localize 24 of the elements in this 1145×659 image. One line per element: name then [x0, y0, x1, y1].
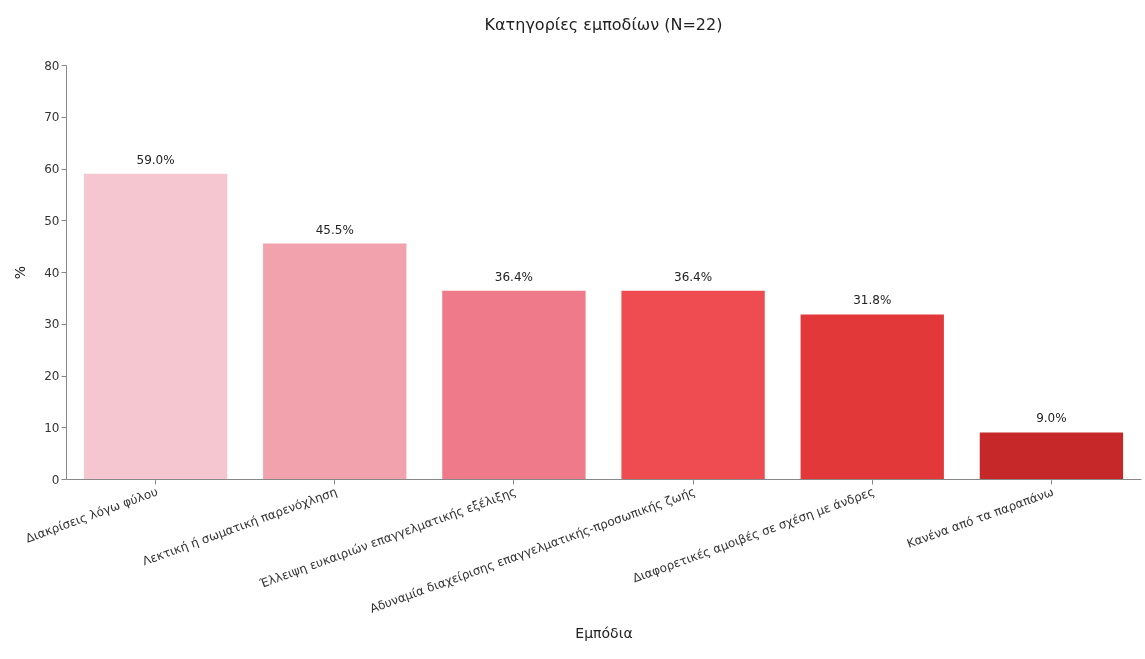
x-axis-title: Εμπόδια [575, 624, 633, 641]
y-tick-label: 40 [44, 265, 60, 280]
y-tick-label: 20 [44, 369, 60, 383]
bar [263, 243, 407, 479]
data-label: 59.0% [136, 152, 175, 167]
data-label: 36.4% [494, 269, 533, 284]
y-tick-label: 0 [51, 472, 60, 487]
data-label: 36.4% [674, 269, 713, 284]
bar [979, 432, 1124, 479]
y-tick-label: 80 [44, 58, 60, 73]
bar [83, 173, 228, 479]
bar [442, 290, 586, 479]
y-tick-label: 50 [44, 213, 60, 228]
y-tick-label: 60 [44, 162, 60, 176]
bar [800, 314, 944, 479]
chart-title: Κατηγορίες εμποδίων (N=22) [484, 15, 723, 34]
y-tick-label: 70 [44, 110, 60, 125]
y-tick-label: 30 [44, 317, 60, 332]
data-label: 9.0% [1036, 411, 1067, 426]
data-label: 45.5% [315, 222, 354, 237]
y-tick-label: 10 [44, 420, 60, 435]
data-label: 31.8% [853, 293, 892, 308]
y-axis-title: % [12, 265, 29, 280]
bar [621, 290, 765, 479]
